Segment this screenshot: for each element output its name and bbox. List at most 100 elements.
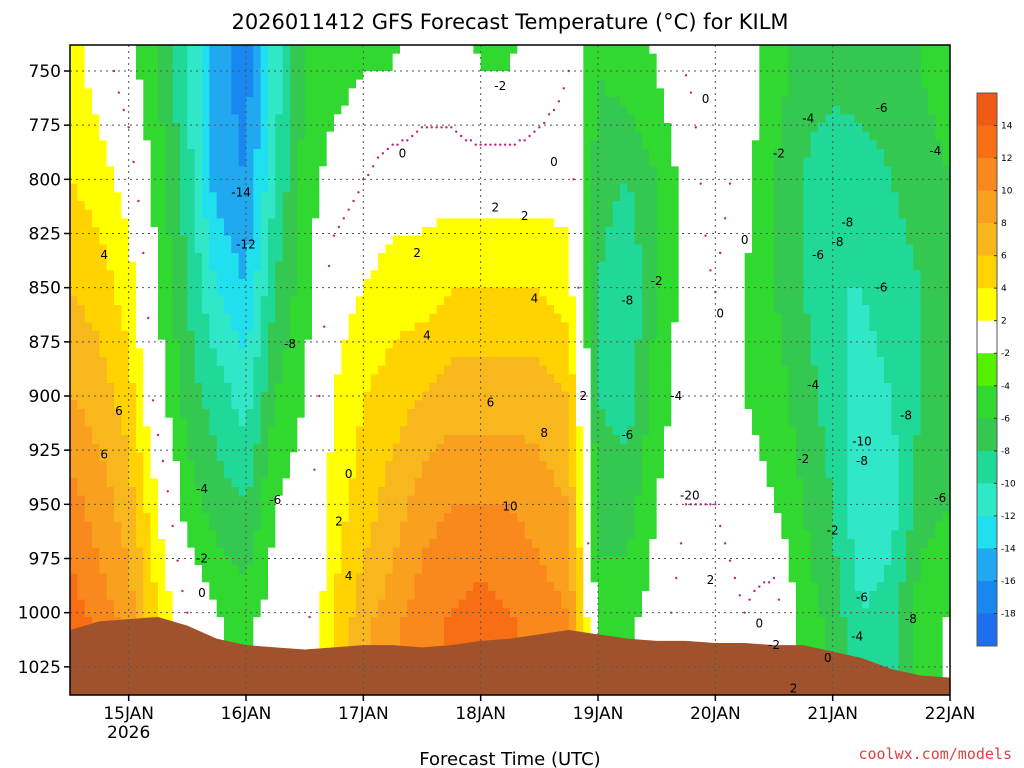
temp-cell <box>378 131 386 141</box>
temp-cell <box>319 495 328 505</box>
temp-cell <box>319 105 328 115</box>
temp-cell <box>341 114 350 124</box>
temp-cell <box>422 487 430 497</box>
temp-cell <box>392 218 401 228</box>
temp-cell <box>539 365 548 375</box>
temp-cell <box>143 123 152 133</box>
temp-cell <box>436 365 445 375</box>
temp-cell <box>429 513 438 523</box>
temp-cell <box>121 123 130 133</box>
temp-cell <box>444 287 452 297</box>
temp-cell <box>451 131 460 141</box>
temp-cell <box>180 409 188 419</box>
temp-cell <box>532 521 540 531</box>
temp-cell <box>480 149 489 159</box>
temp-cell <box>473 183 482 193</box>
temp-cell <box>238 634 247 644</box>
temp-cell <box>253 452 262 462</box>
temp-cell <box>136 313 144 323</box>
temp-cell <box>444 608 452 618</box>
temp-cell <box>480 114 489 124</box>
temp-cell <box>231 634 240 644</box>
temp-cell <box>378 192 386 202</box>
temp-cell <box>260 409 269 419</box>
temp-cell <box>253 305 262 315</box>
temp-cell <box>422 71 430 81</box>
temp-cell <box>348 313 357 323</box>
temp-cell <box>488 582 496 592</box>
temp-cell <box>385 374 394 384</box>
temp-cell <box>92 209 100 219</box>
temp-cell <box>114 244 122 254</box>
temp-cell <box>224 45 232 55</box>
temp-cell <box>319 426 328 436</box>
temp-cell <box>334 417 342 427</box>
temp-cell <box>363 183 372 193</box>
temp-cell <box>495 374 504 384</box>
temp-cell <box>290 45 298 55</box>
temp-cell <box>392 88 401 98</box>
temp-cell <box>495 435 504 445</box>
temp-cell <box>326 79 335 89</box>
temp-cell <box>473 539 482 549</box>
temp-cell <box>473 365 482 375</box>
temp-cell <box>282 487 291 497</box>
temp-cell <box>92 253 100 263</box>
temp-cell <box>209 495 218 505</box>
temp-cell <box>466 270 474 280</box>
temp-cell <box>363 201 372 211</box>
temp-cell <box>209 625 218 635</box>
temp-cell <box>246 105 254 115</box>
temp-cell <box>224 582 232 592</box>
temp-cell <box>194 513 203 523</box>
temp-cell <box>275 209 284 219</box>
temp-cell <box>253 365 262 375</box>
temp-cell <box>114 573 122 583</box>
temp-cell <box>422 417 430 427</box>
temp-cell <box>326 426 335 436</box>
temp-cell <box>466 279 474 289</box>
temp-cell <box>400 591 408 601</box>
temp-cell <box>290 201 298 211</box>
temp-cell <box>341 305 350 315</box>
temp-cell <box>172 62 181 72</box>
temp-cell <box>165 417 174 427</box>
temp-cell <box>70 79 78 89</box>
temp-cell <box>231 305 240 315</box>
temp-cell <box>392 357 401 367</box>
temp-cell <box>158 582 166 592</box>
temp-cell <box>136 443 144 453</box>
temp-cell <box>114 305 122 315</box>
temp-cell <box>187 114 196 124</box>
temp-cell <box>524 573 533 583</box>
temp-cell <box>238 140 247 150</box>
temp-cell <box>216 114 225 124</box>
temp-cell <box>473 495 482 505</box>
temp-cell <box>378 365 386 375</box>
temp-cell <box>480 547 489 557</box>
temp-cell <box>539 270 548 280</box>
temp-cell <box>502 426 511 436</box>
temp-cell <box>480 322 489 332</box>
temp-cell <box>400 357 408 367</box>
temp-cell <box>114 209 122 219</box>
temp-cell <box>231 530 240 540</box>
temp-cell <box>224 339 232 349</box>
temp-cell <box>92 218 100 228</box>
temp-cell <box>150 62 159 72</box>
temp-cell <box>451 270 460 280</box>
temp-cell <box>370 617 379 627</box>
temp-cell <box>304 235 313 245</box>
temp-cell <box>231 452 240 462</box>
temp-cell <box>260 71 269 81</box>
temp-cell <box>363 417 372 427</box>
temp-cell <box>444 487 452 497</box>
temp-cell <box>517 305 526 315</box>
temp-cell <box>480 53 489 63</box>
temp-cell <box>268 131 276 141</box>
temp-cell <box>121 582 130 592</box>
temp-cell <box>172 322 181 332</box>
temp-cell <box>180 331 188 341</box>
temp-cell <box>407 279 416 289</box>
temp-cell <box>480 521 489 531</box>
